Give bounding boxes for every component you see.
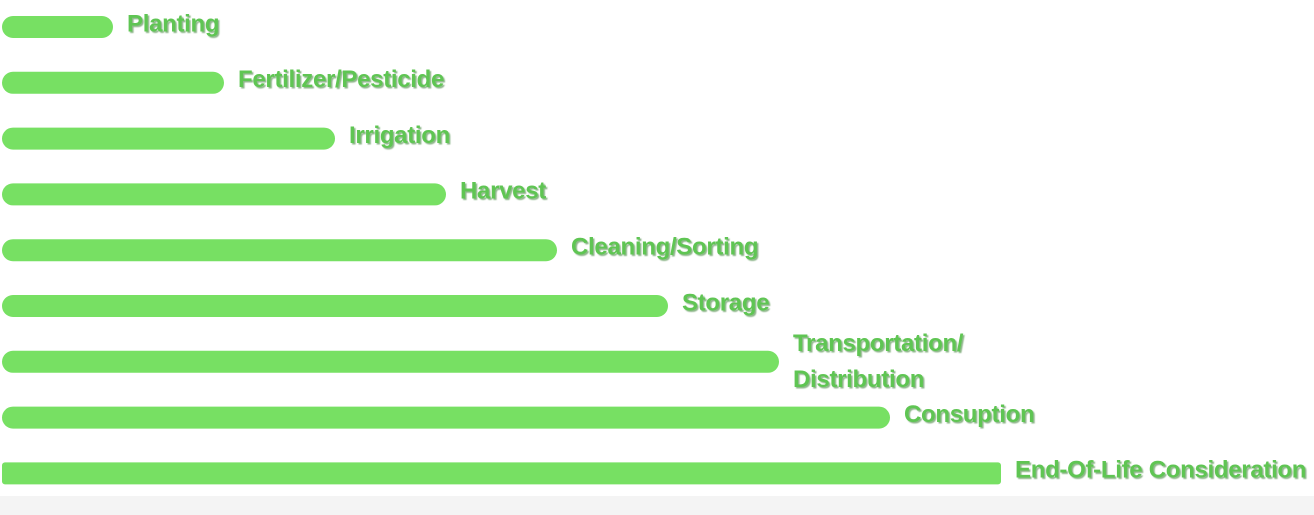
bar-1 (2, 16, 113, 38)
bar-4 (2, 183, 446, 206)
bar-label-2: Fertilizer/Pesticide (238, 66, 444, 93)
bar-8 (2, 406, 890, 429)
stage-bar-chart: Planting Fertilizer/Pesticide Irrigation Ha… (2, 10, 1306, 485)
bar-label-5: Cleaning/Sorting (571, 234, 758, 261)
bar-2 (2, 71, 224, 94)
bar-6 (2, 295, 668, 317)
bar-label-4: Harvest (460, 178, 546, 205)
bar-3 (2, 127, 335, 150)
bar-label-8: Consuption (904, 401, 1034, 428)
bar-9 (2, 462, 1001, 485)
bar-label-7: Transportation/Distribution (793, 330, 964, 393)
bar-5 (2, 239, 557, 262)
bar-label-1: Planting (127, 10, 219, 37)
bar-7 (2, 350, 779, 373)
footer-band (0, 496, 1314, 515)
bar-label-6: Storage (682, 289, 769, 316)
bar-label-3: Irrigation (349, 122, 450, 149)
bar-label-9: End-Of-Life Consideration (1015, 457, 1306, 484)
